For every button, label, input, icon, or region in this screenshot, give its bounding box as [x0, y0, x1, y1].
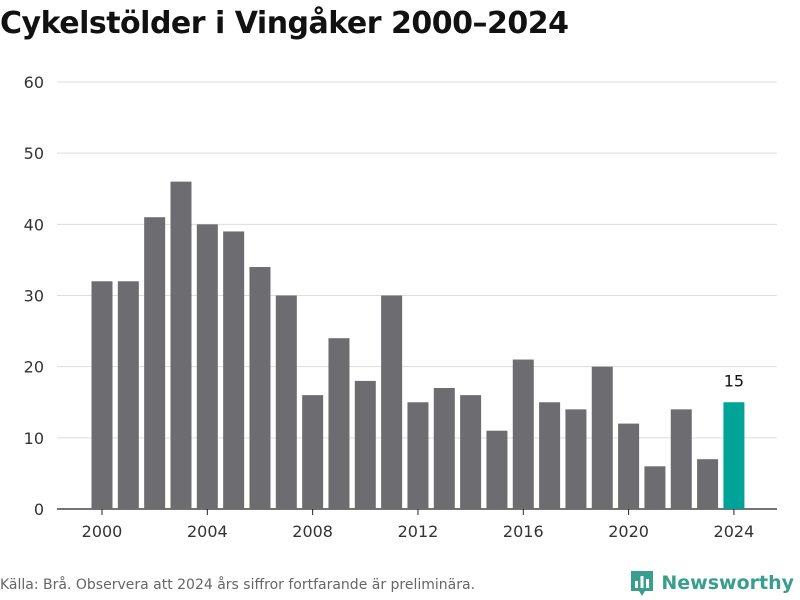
bar-2000 [91, 281, 113, 509]
bar-2002 [144, 217, 166, 509]
data-labels: 15 [724, 371, 744, 390]
bar-2007 [275, 295, 297, 509]
y-tick-label: 30 [24, 287, 44, 306]
x-tick-label: 2000 [82, 522, 123, 541]
x-tick-label: 2004 [187, 522, 228, 541]
brand-logo[interactable]: Newsworthy [629, 569, 794, 597]
bar-2005 [223, 231, 245, 509]
brand-name: Newsworthy [661, 572, 794, 594]
x-tick-label: 2016 [503, 522, 544, 541]
data-label-2024: 15 [724, 371, 744, 390]
bar-2011 [381, 295, 403, 509]
bar-2023 [697, 459, 719, 509]
bar-2019 [591, 366, 613, 509]
x-axis-ticks: 2000 2004 2008 2012 2016 2020 2024 [82, 509, 755, 541]
bar-2024 [723, 402, 745, 509]
bar-2003 [170, 181, 192, 509]
y-tick-label: 10 [24, 429, 44, 448]
y-tick-label: 50 [24, 144, 44, 163]
bar-2001 [117, 281, 139, 509]
x-tick-label: 2024 [714, 522, 755, 541]
bar-2018 [565, 409, 587, 509]
bar-2020 [618, 423, 640, 509]
y-tick-label: 40 [24, 215, 44, 234]
y-axis-ticks: 0 10 20 30 40 50 60 [24, 73, 44, 519]
bars [91, 181, 745, 510]
bar-2012 [407, 402, 429, 509]
y-tick-label: 20 [24, 358, 44, 377]
source-note: Källa: Brå. Observera att 2024 års siffr… [0, 577, 476, 593]
y-tick-label: 0 [34, 500, 44, 519]
bar-2004 [196, 224, 218, 510]
bar-2006 [249, 267, 271, 509]
bar-2015 [486, 430, 508, 509]
bar-2008 [302, 395, 324, 509]
bar-2022 [670, 409, 692, 509]
x-tick-label: 2020 [608, 522, 649, 541]
bar-2016 [512, 359, 534, 509]
bar-2014 [460, 395, 482, 509]
bar-2021 [644, 466, 666, 509]
bar-2013 [433, 388, 455, 509]
x-tick-label: 2008 [292, 522, 333, 541]
newsworthy-logo-icon [631, 571, 654, 596]
bar-2009 [328, 338, 350, 509]
chart-title: Cykelstölder i Vingåker 2000–2024 [0, 6, 569, 41]
x-tick-label: 2012 [398, 522, 439, 541]
bar-2010 [354, 380, 376, 509]
bar-2017 [539, 402, 561, 509]
y-tick-label: 60 [24, 73, 44, 92]
